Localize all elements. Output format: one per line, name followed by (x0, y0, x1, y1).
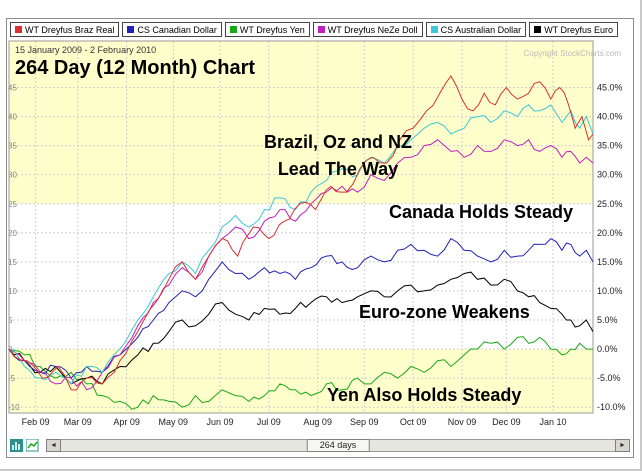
x-axis-label: Jan 10 (539, 417, 566, 427)
highlight-band (9, 41, 593, 204)
series-line-1 (8, 237, 594, 379)
y-axis-label-left: 5 (8, 316, 13, 325)
chart-title: 264 Day (12 Month) Chart (15, 57, 256, 79)
x-axis-label: Nov 09 (448, 417, 477, 427)
y-axis-label: 5.0% (597, 315, 618, 325)
x-axis-label: Mar 09 (64, 417, 92, 427)
legend-item[interactable]: WT Dreyfus Braz Real (10, 22, 120, 37)
y-axis-label: 40.0% (597, 112, 623, 122)
line-chart-icon[interactable] (25, 438, 39, 452)
y-axis-label: 45.0% (597, 83, 623, 93)
legend-label: WT Dreyfus NeZe Doll (327, 24, 418, 35)
date-scrollbar[interactable]: ◄ 264 days ► (46, 439, 630, 452)
legend-label: WT Dreyfus Euro (544, 24, 614, 35)
series-color-swatch (317, 26, 325, 33)
series-color-swatch (127, 26, 135, 33)
legend-label: WT Dreyfus Yen (239, 24, 305, 35)
y-axis-label-left: -5 (8, 374, 16, 383)
x-axis-label: Aug 09 (303, 417, 332, 427)
bar-chart-icon[interactable] (10, 439, 23, 452)
series-color-swatch (229, 26, 237, 33)
legend-label: CS Australian Dollar (440, 24, 522, 35)
y-axis-label: 35.0% (597, 141, 623, 151)
y-axis-label: 0.0% (597, 344, 618, 354)
y-axis-label: 20.0% (597, 228, 623, 238)
scroll-left-button[interactable]: ◄ (46, 439, 61, 452)
y-axis-label-left: 30 (8, 171, 17, 180)
highlight-band (9, 349, 593, 413)
y-axis-label-left: 35 (8, 142, 17, 151)
series-color-swatch (15, 26, 22, 33)
annotation-canada: Canada Holds Steady (389, 202, 574, 222)
copyright-label: Copyright StockCharts.com (523, 49, 621, 58)
legend-label: CS Canadian Dollar (137, 24, 217, 35)
x-axis-label: May 09 (159, 417, 189, 427)
footer-toolbar: ◄ 264 days ► (7, 438, 633, 453)
y-axis-label-left: 20 (8, 229, 17, 238)
x-axis-label: Jun 09 (206, 417, 233, 427)
annotation-yen: Yen Also Holds Steady (327, 385, 522, 405)
performance-chart: 45.0% 45 40.0% 40 35.0% 35 30.0% 30 25.0% 25 20.0%… (8, 40, 626, 427)
y-axis-label-left: 15 (8, 258, 17, 267)
legend-label: WT Dreyfus Braz Real (25, 24, 115, 35)
series-color-swatch (430, 26, 438, 33)
legend-item[interactable]: CS Australian Dollar (425, 22, 527, 37)
y-axis-label: -10.0% (597, 402, 626, 412)
x-axis-label: Apr 09 (113, 417, 140, 427)
x-axis-label: Feb 09 (22, 417, 50, 427)
chart-frame: WT Dreyfus Braz Real CS Canadian Dollar WT… (6, 18, 634, 458)
legend: WT Dreyfus Braz Real CS Canadian Dollar WT… (10, 22, 619, 38)
y-axis-label: 15.0% (597, 257, 623, 267)
series-color-swatch (534, 26, 542, 33)
y-axis-label-left: 25 (8, 200, 17, 209)
plot-area (8, 40, 594, 414)
scrollbar-track[interactable]: 264 days (61, 439, 615, 452)
x-axis-label: Dec 09 (492, 417, 521, 427)
y-axis-label: 10.0% (597, 286, 623, 296)
y-axis-label: 25.0% (597, 199, 623, 209)
series-line-5 (8, 271, 594, 385)
y-axis-label: -5.0% (597, 373, 621, 383)
y-axis-label-left: -10 (8, 403, 20, 412)
legend-item[interactable]: CS Canadian Dollar (122, 22, 222, 37)
y-axis-label-left: 10 (8, 287, 17, 296)
x-axis-label: Oct 09 (400, 417, 427, 427)
x-axis-label: Jul 09 (257, 417, 281, 427)
annotation-euro: Euro-zone Weakens (359, 302, 530, 322)
series-line-4 (8, 104, 594, 385)
legend-item[interactable]: WT Dreyfus Yen (224, 22, 310, 37)
x-axis-label: Sep 09 (350, 417, 379, 427)
annotation-brazil: Brazil, Oz and NZ Lead The Way (263, 132, 413, 179)
scroll-right-button[interactable]: ► (615, 439, 630, 452)
legend-item[interactable]: WT Dreyfus Euro (529, 22, 619, 37)
legend-item[interactable]: WT Dreyfus NeZe Doll (312, 22, 423, 37)
y-axis-label-left: 40 (8, 113, 17, 122)
series-line-2 (8, 336, 593, 410)
y-axis-label: 30.0% (597, 170, 623, 180)
series-line-0 (8, 74, 594, 391)
date-range-label: 15 January 2009 - 2 February 2010 (15, 45, 157, 55)
y-axis-label-left: 45 (8, 84, 17, 93)
range-label[interactable]: 264 days (306, 439, 370, 452)
